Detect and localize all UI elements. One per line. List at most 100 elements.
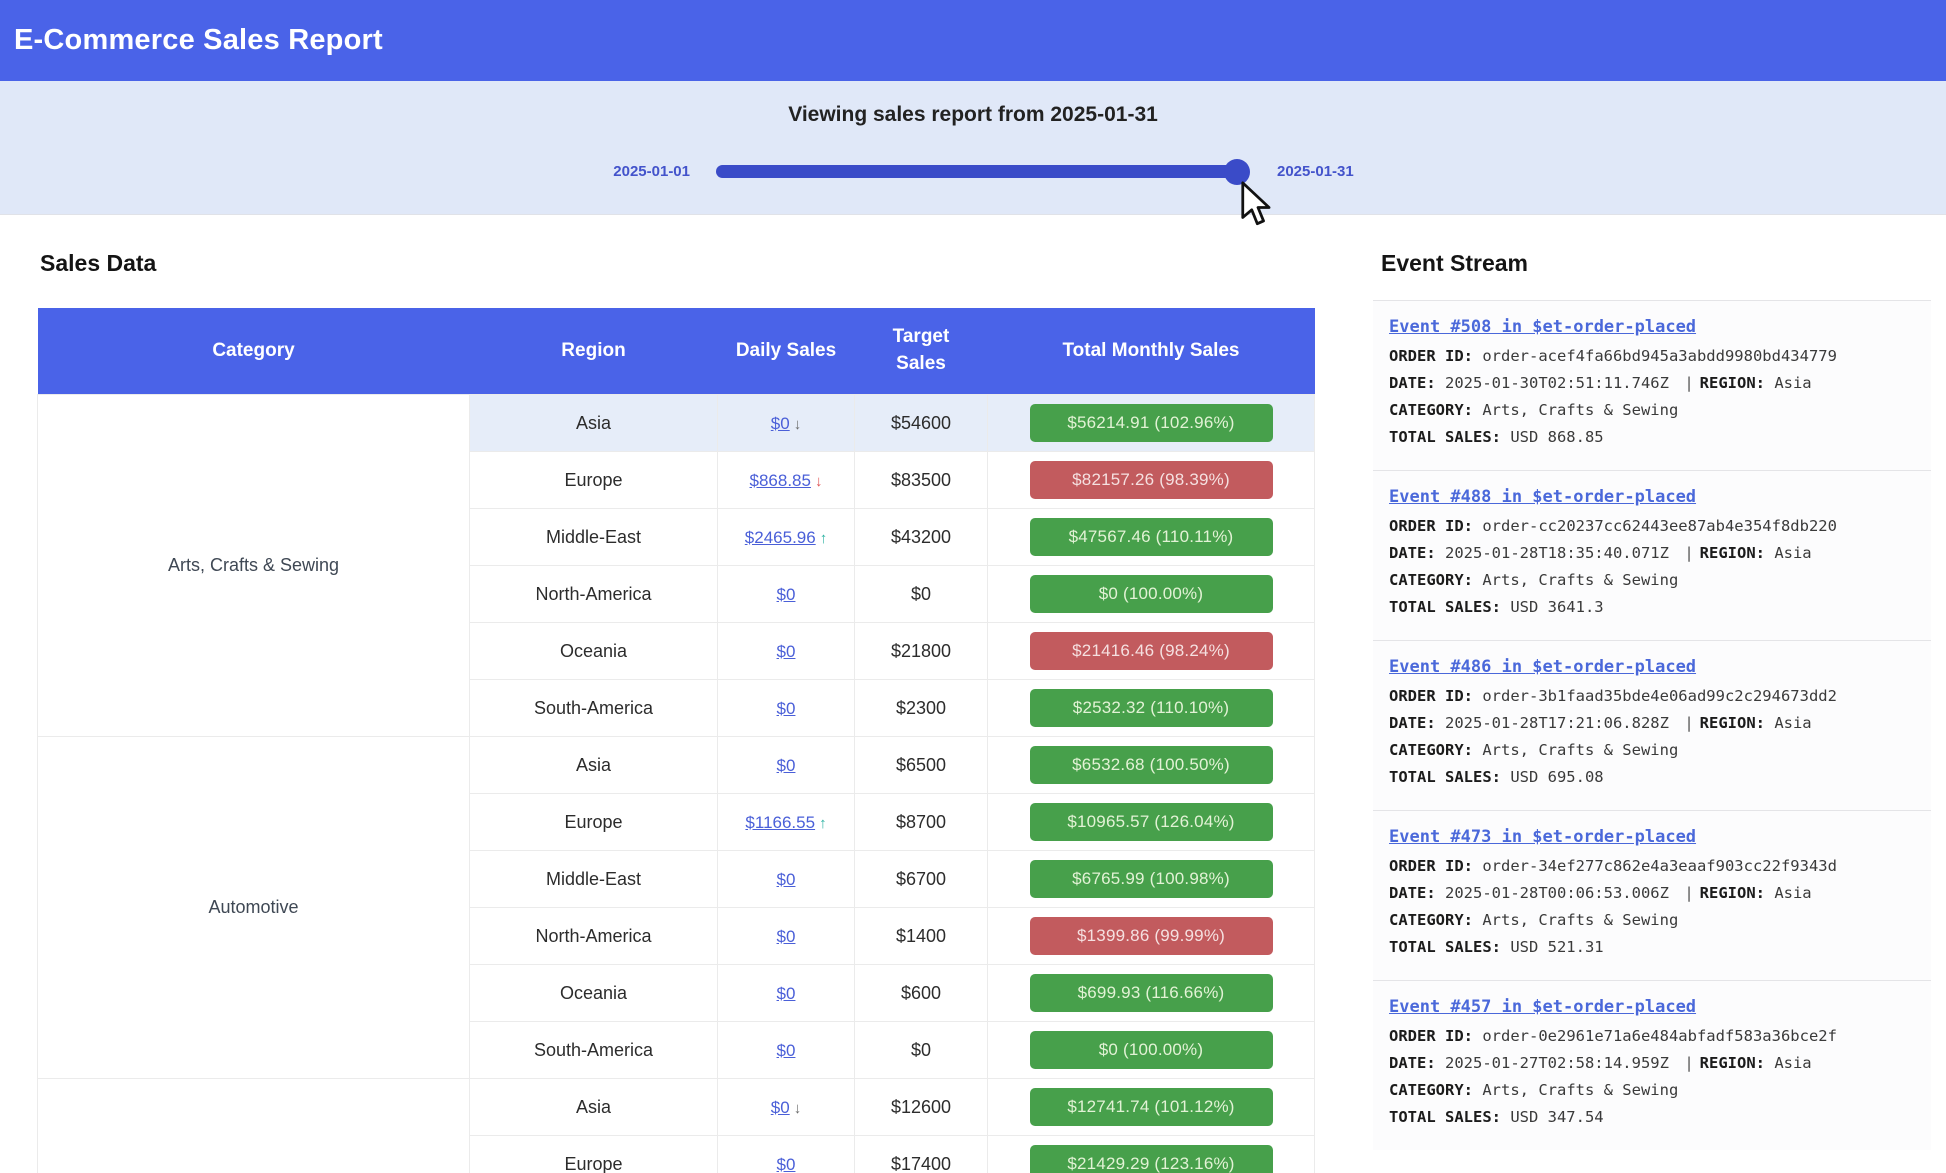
table-row: Arts, Crafts & Sewing Asia $0 ↓ $54600 $56214… [37,394,1315,737]
monthly-sales-badge: $21429.29 (123.16%) [1029,1145,1273,1173]
table-row: Asia $0 ↓ $12600 $12741.74 (101.12%) [37,1078,1315,1173]
total-monthly-sales-cell: $699.93 (116.66%) [987,964,1315,1022]
daily-sales-link[interactable]: $0 [776,584,796,604]
daily-sales-cell: $0 [717,1021,855,1079]
slider-max-label: 2025-01-31 [1277,163,1354,180]
total-monthly-sales-cell: $21429.29 (123.16%) [987,1135,1315,1173]
region-cell: Oceania [469,964,718,1022]
trend-up-icon: ↑ [819,529,828,547]
sales-data-heading: Sales Data [40,250,157,276]
monthly-sales-badge: $82157.26 (98.39%) [1029,461,1273,499]
total-monthly-sales-cell: $6532.68 (100.50%) [987,736,1315,794]
event-detail-line: DATE: 2025-01-30T02:51:11.746Z | REGION: … [1389,374,1812,392]
event-link[interactable]: Event #508 in $et-order-placed [1389,317,1697,337]
daily-sales-link[interactable]: $0 [770,1097,790,1117]
trend-down-icon: ↓ [793,1099,802,1117]
monthly-sales-badge: $1399.86 (99.99%) [1029,917,1273,955]
target-sales-cell: $21800 [854,622,988,680]
event-detail-line: ORDER ID: order-acef4fa66bd945a3abdd9980… [1389,347,1837,365]
event-stream-list: Event #508 in $et-order-placed ORDER ID: … [1373,300,1931,1150]
mouse-cursor [1241,181,1271,226]
daily-sales-link[interactable]: $0 [770,413,790,433]
daily-sales-link[interactable]: $0 [776,1154,796,1173]
region-cell: Asia [469,394,718,452]
event-detail-line: DATE: 2025-01-28T17:21:06.828Z | REGION: … [1389,714,1812,732]
total-monthly-sales-cell: $47567.46 (110.11%) [987,508,1315,566]
monthly-sales-badge: $21416.46 (98.24%) [1029,632,1273,670]
table-row: Europe $1166.55 ↑ $8700 $10965.57 (126.04%) [38,793,1315,851]
region-cell: Middle-East [469,508,718,566]
daily-sales-link[interactable]: $0 [776,641,796,661]
daily-sales-link[interactable]: $868.85 [749,470,811,490]
daily-sales-cell: $0 [717,565,855,623]
event-card: Event #457 in $et-order-placed ORDER ID: … [1373,980,1931,1150]
category-cell: Arts, Crafts & Sewing [37,394,470,737]
monthly-sales-badge: $10965.57 (126.04%) [1029,803,1273,841]
column-header-total-monthly-sales: Total Monthly Sales [987,308,1315,395]
target-sales-cell: $0 [854,1021,988,1079]
monthly-sales-badge: $47567.46 (110.11%) [1029,518,1273,556]
region-cell: Asia [469,736,718,794]
slider-min-label: 2025-01-01 [613,163,690,180]
table-row: Europe $0 $17400 $21429.29 (123.16%) [38,1135,1315,1173]
table-row: Oceania $0 $21800 $21416.46 (98.24%) [38,622,1315,680]
table-row: Middle-East $2465.96 ↑ $43200 $47567.46 (110… [38,508,1315,566]
daily-sales-cell: $0 [717,622,855,680]
table-row: Automotive Asia $0 $6500 $6532.68 (100.50%) [37,736,1315,1079]
region-cell: Europe [469,451,718,509]
total-monthly-sales-cell: $0 (100.00%) [987,1021,1315,1079]
event-card: Event #488 in $et-order-placed ORDER ID: … [1373,470,1931,640]
column-header-region: Region [469,308,718,395]
daily-sales-link[interactable]: $0 [776,983,796,1003]
total-monthly-sales-cell: $0 (100.00%) [987,565,1315,623]
daily-sales-cell: $0 [717,736,855,794]
daily-sales-link[interactable]: $0 [776,1040,796,1060]
column-header-target-sales: Target Sales [854,308,988,395]
daily-sales-link[interactable]: $0 [776,926,796,946]
event-detail-line: ORDER ID: order-3b1faad35bde4e06ad99c2c2… [1389,687,1837,705]
daily-sales-link[interactable]: $0 [776,755,796,775]
daily-sales-cell: $0 [717,850,855,908]
date-slider-track[interactable] [716,158,1250,185]
trend-down-icon: ↓ [793,415,802,433]
monthly-sales-badge: $6765.99 (100.98%) [1029,860,1273,898]
monthly-sales-badge: $699.93 (116.66%) [1029,974,1273,1012]
event-card: Event #473 in $et-order-placed ORDER ID: … [1373,810,1931,980]
table-row: Middle-East $0 $6700 $6765.99 (100.98%) [38,850,1315,908]
event-detail-line: CATEGORY: Arts, Crafts & Sewing [1389,1081,1679,1099]
slider-title: Viewing sales report from 2025-01-31 [788,103,1158,126]
total-monthly-sales-cell: $12741.74 (101.12%) [987,1078,1315,1136]
daily-sales-link[interactable]: $0 [776,698,796,718]
total-monthly-sales-cell: $82157.26 (98.39%) [987,451,1315,509]
daily-sales-link[interactable]: $1166.55 [745,812,816,832]
category-cell: Automotive [37,736,470,1079]
daily-sales-cell: $1166.55 ↑ [717,793,855,851]
total-monthly-sales-cell: $21416.46 (98.24%) [987,622,1315,680]
event-card: Event #508 in $et-order-placed ORDER ID: … [1373,300,1931,470]
target-sales-cell: $8700 [854,793,988,851]
event-link[interactable]: Event #457 in $et-order-placed [1389,997,1697,1017]
monthly-sales-badge: $56214.91 (102.96%) [1029,404,1273,442]
slider-thumb[interactable] [1224,158,1250,185]
monthly-sales-badge: $6532.68 (100.50%) [1029,746,1273,784]
total-monthly-sales-cell: $1399.86 (99.99%) [987,907,1315,965]
event-detail-line: TOTAL SALES: USD 3641.3 [1389,598,1604,616]
daily-sales-link[interactable]: $0 [776,869,796,889]
event-link[interactable]: Event #488 in $et-order-placed [1389,487,1697,507]
table-row: Europe $868.85 ↓ $83500 $82157.26 (98.39%) [38,451,1315,509]
target-sales-cell: $83500 [854,451,988,509]
event-detail-line: DATE: 2025-01-28T18:35:40.071Z | REGION: … [1389,544,1812,562]
monthly-sales-badge: $2532.32 (110.10%) [1029,689,1273,727]
total-monthly-sales-cell: $6765.99 (100.98%) [987,850,1315,908]
target-sales-cell: $12600 [854,1078,988,1136]
region-cell: South-America [469,1021,718,1079]
column-header-category: Category [37,308,470,395]
event-link[interactable]: Event #486 in $et-order-placed [1389,657,1697,677]
table-row: Oceania $0 $600 $699.93 (116.66%) [38,964,1315,1022]
daily-sales-link[interactable]: $2465.96 [744,527,816,547]
date-slider-section: Viewing sales report from 2025-01-31 202… [0,81,1946,215]
event-link[interactable]: Event #473 in $et-order-placed [1389,827,1697,847]
app-header: E-Commerce Sales Report [0,0,1946,81]
monthly-sales-badge: $0 (100.00%) [1029,575,1273,613]
